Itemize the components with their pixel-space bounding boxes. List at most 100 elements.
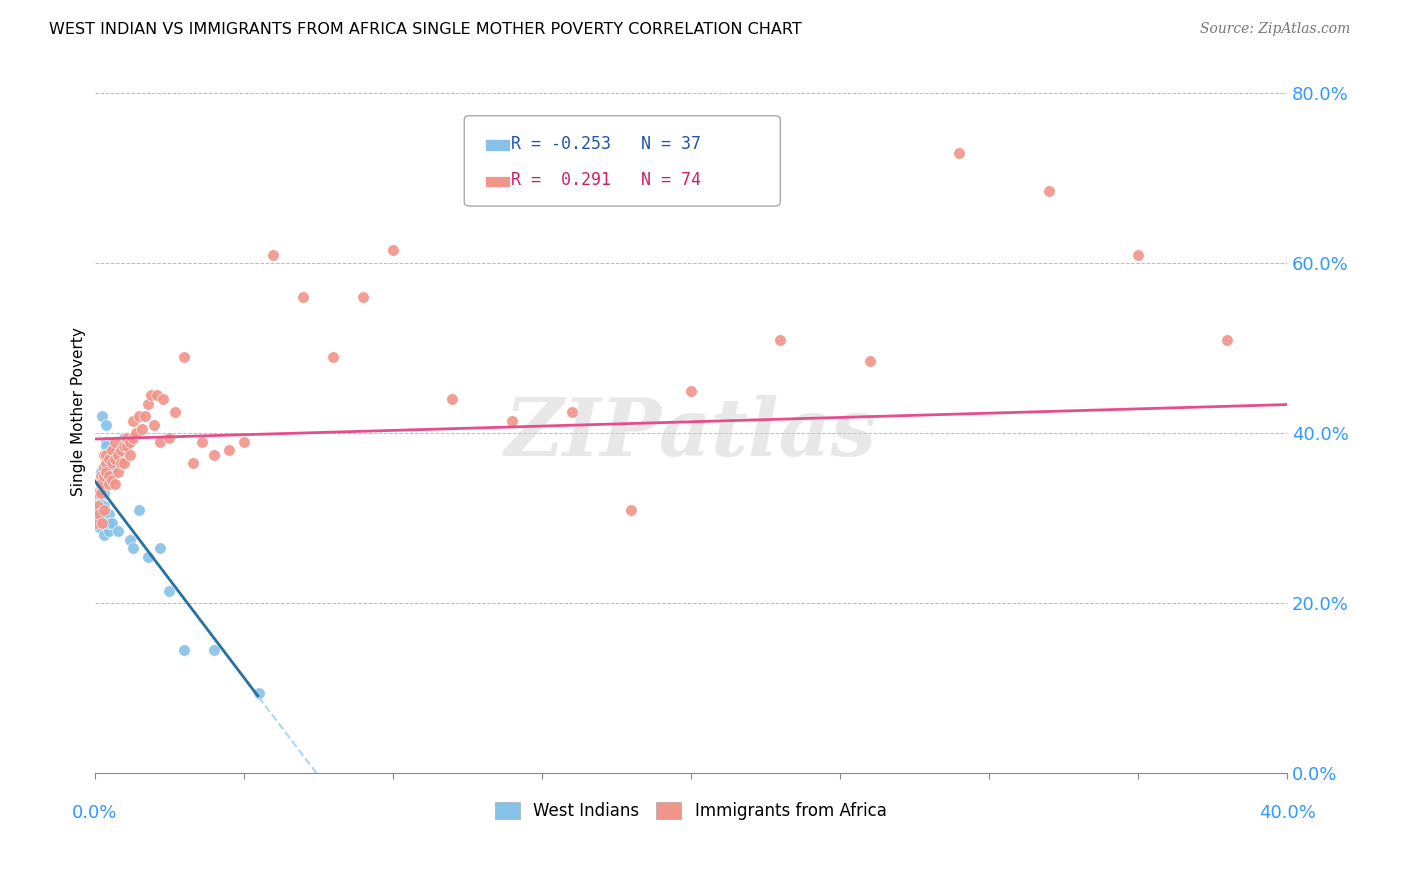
Point <box>104 460 127 475</box>
Point <box>292 290 315 304</box>
Point <box>152 392 174 407</box>
Point <box>948 145 970 160</box>
Point <box>112 439 135 453</box>
Point <box>322 350 344 364</box>
Point <box>96 456 118 470</box>
Point <box>90 486 112 500</box>
Point <box>93 528 115 542</box>
Point <box>1336 617 1358 632</box>
Point <box>173 350 195 364</box>
Point <box>90 477 112 491</box>
Point <box>122 541 145 555</box>
Point <box>149 434 172 449</box>
Text: 40.0%: 40.0% <box>1258 804 1316 822</box>
Point <box>352 290 374 304</box>
Point <box>165 405 187 419</box>
Point <box>232 434 254 449</box>
Point <box>87 503 110 517</box>
Point <box>93 503 115 517</box>
Point <box>90 490 112 504</box>
Point <box>86 516 108 530</box>
Point <box>98 477 121 491</box>
Point <box>131 422 153 436</box>
Point <box>202 643 225 657</box>
Point <box>98 516 121 530</box>
Point <box>101 443 124 458</box>
Point <box>86 486 108 500</box>
Point <box>441 392 464 407</box>
Point <box>90 465 112 479</box>
Point <box>93 460 115 475</box>
Point <box>93 448 115 462</box>
Point <box>136 549 159 564</box>
Point <box>96 465 118 479</box>
Point <box>202 448 225 462</box>
Bar <box>485 176 509 187</box>
Text: Source: ZipAtlas.com: Source: ZipAtlas.com <box>1199 22 1350 37</box>
Point <box>93 511 115 525</box>
Point <box>141 388 163 402</box>
Point <box>87 511 110 525</box>
Point <box>90 503 112 517</box>
Point <box>125 426 148 441</box>
Point <box>86 499 108 513</box>
Point <box>96 439 118 453</box>
Text: R =  0.291   N = 74: R = 0.291 N = 74 <box>512 171 702 189</box>
Point <box>120 434 142 449</box>
Point <box>120 533 142 547</box>
Text: ZIPatlas: ZIPatlas <box>505 395 877 473</box>
Point <box>86 494 108 508</box>
Point <box>101 473 124 487</box>
Point <box>98 451 121 466</box>
Point <box>146 388 169 402</box>
Point <box>107 448 129 462</box>
Point <box>149 541 172 555</box>
Text: R = -0.253   N = 37: R = -0.253 N = 37 <box>512 135 702 153</box>
Point <box>98 507 121 521</box>
Point <box>101 443 124 458</box>
Point <box>96 434 118 449</box>
Point <box>157 431 180 445</box>
Point <box>181 456 204 470</box>
Point <box>262 248 284 262</box>
Point <box>1126 248 1149 262</box>
Point <box>128 503 150 517</box>
Point <box>101 456 124 470</box>
Point <box>104 477 127 491</box>
Point <box>501 413 523 427</box>
Point <box>84 507 107 521</box>
Point <box>96 448 118 462</box>
Point <box>87 507 110 521</box>
Point <box>84 516 107 530</box>
Point <box>104 434 127 449</box>
Point <box>117 439 139 453</box>
Point <box>679 384 702 398</box>
Point <box>107 524 129 538</box>
Point <box>134 409 156 424</box>
Point <box>247 686 270 700</box>
Point <box>112 456 135 470</box>
Point <box>128 409 150 424</box>
Point <box>101 516 124 530</box>
Y-axis label: Single Mother Poverty: Single Mother Poverty <box>72 327 86 497</box>
Point <box>769 333 792 347</box>
Point <box>143 417 166 432</box>
Point <box>218 443 240 458</box>
Point <box>117 431 139 445</box>
FancyBboxPatch shape <box>464 116 780 206</box>
Point <box>104 451 127 466</box>
Point <box>98 468 121 483</box>
Point <box>110 443 132 458</box>
Point <box>87 520 110 534</box>
Bar <box>485 139 509 151</box>
Point <box>93 468 115 483</box>
Point <box>620 503 643 517</box>
Legend: West Indians, Immigrants from Africa: West Indians, Immigrants from Africa <box>488 795 893 827</box>
Point <box>120 448 142 462</box>
Point <box>96 417 118 432</box>
Point <box>98 524 121 538</box>
Point <box>136 396 159 410</box>
Point <box>859 354 882 368</box>
Point <box>122 413 145 427</box>
Text: 0.0%: 0.0% <box>72 804 117 822</box>
